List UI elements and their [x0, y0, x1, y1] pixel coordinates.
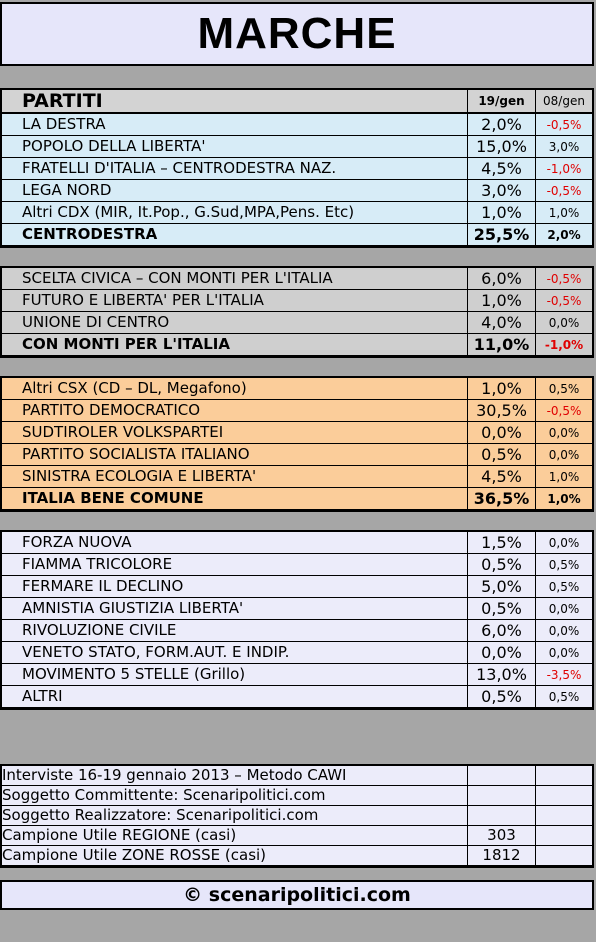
party-name: CENTRODESTRA [2, 224, 468, 246]
party-name: POPOLO DELLA LIBERTA' [2, 136, 468, 158]
party-share-change: 0,0% [536, 532, 592, 554]
party-share-change: -0,5% [536, 180, 592, 202]
party-name: FRATELLI D'ITALIA – CENTRODESTRA NAZ. [2, 158, 468, 180]
party-share-current: 3,0% [468, 180, 536, 202]
party-share-current: 1,0% [468, 202, 536, 224]
party-share-change: 0,0% [536, 312, 592, 334]
info-empty-cell [536, 786, 592, 806]
party-name: FORZA NUOVA [2, 532, 468, 554]
party-name: LA DESTRA [2, 114, 468, 136]
party-share-current: 30,5% [468, 400, 536, 422]
party-name: MOVIMENTO 5 STELLE (Grillo) [2, 664, 468, 686]
info-value: 1812 [468, 846, 536, 866]
party-share-change: 3,0% [536, 136, 592, 158]
group-monti: SCELTA CIVICA – CON MONTI PER L'ITALIA 6,… [0, 266, 594, 358]
party-share-change: -0,5% [536, 114, 592, 136]
footer-copyright: © scenaripolitici.com [0, 880, 594, 910]
info-empty-cell [536, 766, 592, 786]
party-share-current: 36,5% [468, 488, 536, 510]
party-name: SINISTRA ECOLOGIA E LIBERTA' [2, 466, 468, 488]
info-empty-cell [536, 826, 592, 846]
party-name: SCELTA CIVICA – CON MONTI PER L'ITALIA [2, 268, 468, 290]
party-name: FERMARE IL DECLINO [2, 576, 468, 598]
party-share-current: 25,5% [468, 224, 536, 246]
party-name: FIAMMA TRICOLORE [2, 554, 468, 576]
party-name: CON MONTI PER L'ITALIA [2, 334, 468, 356]
party-name: UNIONE DI CENTRO [2, 312, 468, 334]
party-share-change: 1,0% [536, 466, 592, 488]
party-share-current: 0,5% [468, 686, 536, 708]
party-share-change: -0,5% [536, 400, 592, 422]
info-text: Campione Utile REGIONE (casi) [2, 826, 468, 846]
info-value [468, 766, 536, 786]
party-share-change: 0,5% [536, 554, 592, 576]
party-share-current: 0,0% [468, 422, 536, 444]
party-share-change: 0,5% [536, 686, 592, 708]
party-share-current: 4,5% [468, 158, 536, 180]
header-col-current: 19/gen [468, 90, 536, 114]
group-centrodestra: LA DESTRA 2,0% -0,5% POPOLO DELLA LIBERTA' 1… [0, 112, 594, 248]
party-name: VENETO STATO, FORM.AUT. E INDIP. [2, 642, 468, 664]
info-empty-cell [536, 806, 592, 826]
party-share-change: 0,0% [536, 422, 592, 444]
party-share-current: 4,0% [468, 312, 536, 334]
info-value: 303 [468, 826, 536, 846]
survey-info: Interviste 16-19 gennaio 2013 – Metodo C… [0, 764, 594, 868]
info-text: Interviste 16-19 gennaio 2013 – Metodo C… [2, 766, 468, 786]
party-share-current: 2,0% [468, 114, 536, 136]
party-share-change: 0,0% [536, 620, 592, 642]
party-name: Altri CDX (MIR, It.Pop., G.Sud,MPA,Pens.… [2, 202, 468, 224]
party-share-current: 0,0% [468, 642, 536, 664]
party-share-change: 1,0% [536, 202, 592, 224]
party-share-current: 4,5% [468, 466, 536, 488]
party-share-current: 1,5% [468, 532, 536, 554]
info-text: Soggetto Committente: Scenaripolitici.co… [2, 786, 468, 806]
party-share-change: -1,0% [536, 158, 592, 180]
party-name: PARTITO DEMOCRATICO [2, 400, 468, 422]
party-name: Altri CSX (CD – DL, Megafono) [2, 378, 468, 400]
party-share-current: 5,0% [468, 576, 536, 598]
party-name: AMNISTIA GIUSTIZIA LIBERTA' [2, 598, 468, 620]
party-share-current: 1,0% [468, 378, 536, 400]
party-share-current: 6,0% [468, 620, 536, 642]
party-share-change: 0,0% [536, 598, 592, 620]
party-name: ALTRI [2, 686, 468, 708]
party-share-current: 11,0% [468, 334, 536, 356]
party-share-change: -0,5% [536, 268, 592, 290]
party-share-change: 0,0% [536, 444, 592, 466]
header-label: PARTITI [2, 90, 468, 114]
party-share-change: -0,5% [536, 290, 592, 312]
party-share-change: 2,0% [536, 224, 592, 246]
party-share-current: 0,5% [468, 444, 536, 466]
party-share-current: 1,0% [468, 290, 536, 312]
info-value [468, 786, 536, 806]
party-share-change: 1,0% [536, 488, 592, 510]
party-share-change: 0,0% [536, 642, 592, 664]
party-share-change: -3,5% [536, 664, 592, 686]
party-name: RIVOLUZIONE CIVILE [2, 620, 468, 642]
group-italia-bene-comune: Altri CSX (CD – DL, Megafono) 1,0% 0,5% PAR… [0, 376, 594, 512]
page-title: MARCHE [0, 2, 594, 66]
info-value [468, 806, 536, 826]
party-share-change: 0,5% [536, 576, 592, 598]
party-share-current: 0,5% [468, 598, 536, 620]
party-share-current: 0,5% [468, 554, 536, 576]
party-share-current: 15,0% [468, 136, 536, 158]
party-name: LEGA NORD [2, 180, 468, 202]
party-name: PARTITO SOCIALISTA ITALIANO [2, 444, 468, 466]
party-name: SUDTIROLER VOLKSPARTEI [2, 422, 468, 444]
table-header: PARTITI 19/gen 08/gen [0, 88, 594, 116]
party-share-change: -1,0% [536, 334, 592, 356]
info-empty-cell [536, 846, 592, 866]
party-share-current: 13,0% [468, 664, 536, 686]
header-col-previous: 08/gen [536, 90, 592, 114]
party-name: FUTURO E LIBERTA' PER L'ITALIA [2, 290, 468, 312]
party-share-current: 6,0% [468, 268, 536, 290]
info-text: Soggetto Realizzatore: Scenaripolitici.c… [2, 806, 468, 826]
party-share-change: 0,5% [536, 378, 592, 400]
group-others: FORZA NUOVA 1,5% 0,0% FIAMMA TRICOLORE 0,5% 0… [0, 530, 594, 710]
party-name: ITALIA BENE COMUNE [2, 488, 468, 510]
info-text: Campione Utile ZONE ROSSE (casi) [2, 846, 468, 866]
